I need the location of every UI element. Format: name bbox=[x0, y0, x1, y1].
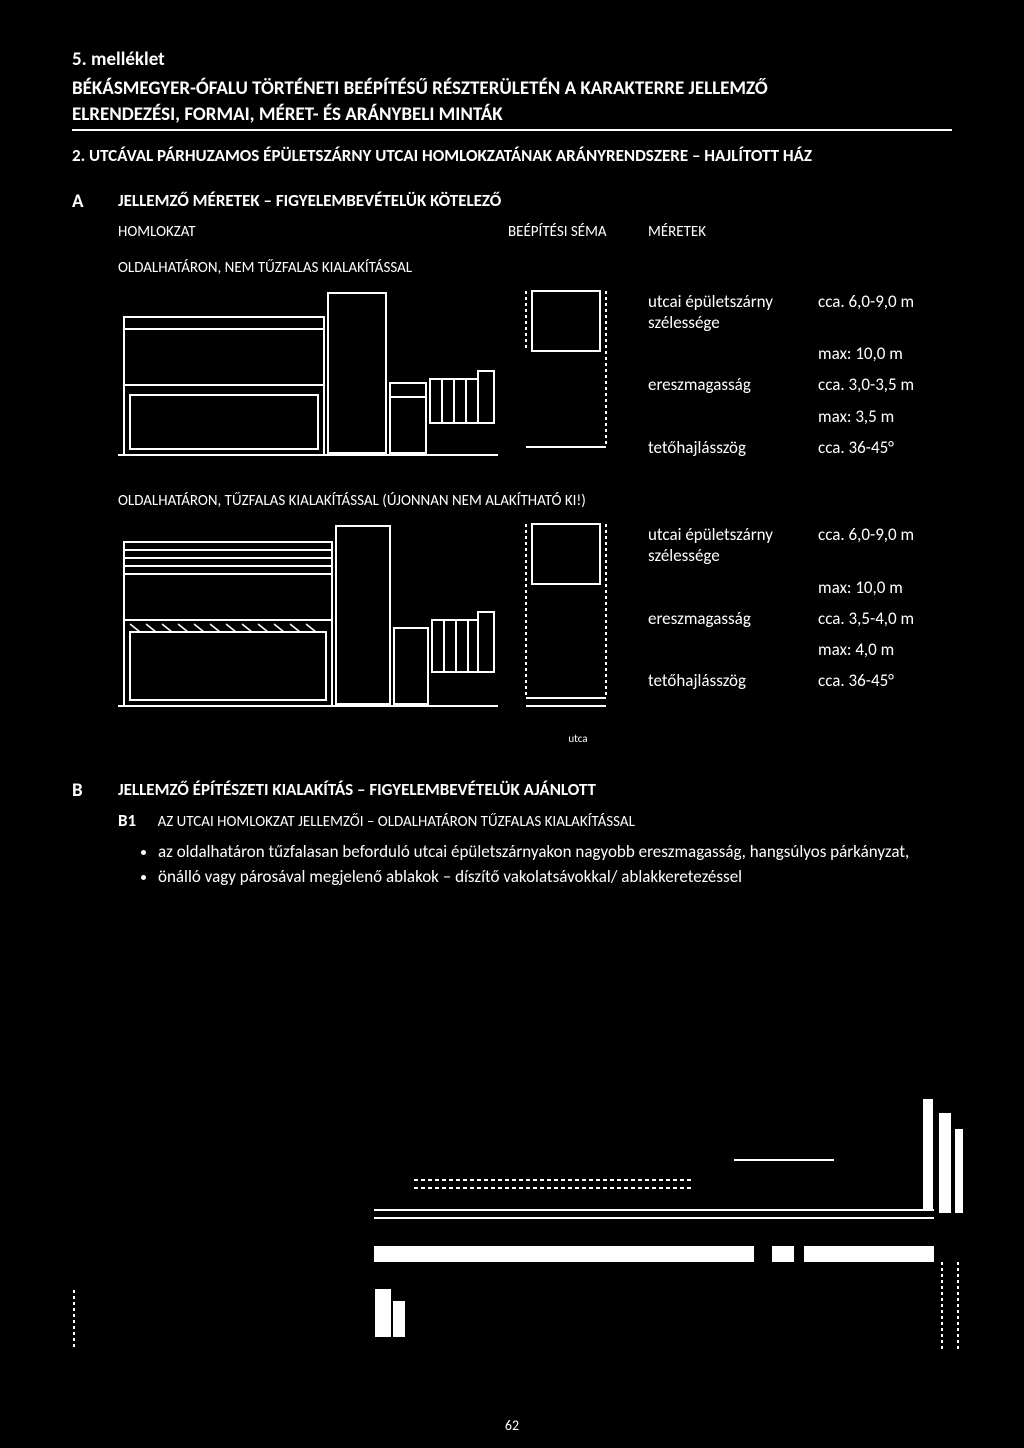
m1-r1b: cca. 6,0-9,0 m bbox=[818, 291, 958, 334]
m2-r2b: max: 10,0 m bbox=[818, 577, 958, 598]
title-underline bbox=[72, 129, 952, 131]
schema-diagram-1 bbox=[508, 287, 648, 457]
page-title-line1: BÉKÁSMEGYER-ÓFALU TÖRTÉNETI BEÉPÍTÉSŰ RÉ… bbox=[72, 77, 952, 101]
facade-diagram-2 bbox=[118, 520, 508, 710]
section-a-header: A JELLEMZŐ MÉRETEK – FIGYELEMBEVÉTELÜK K… bbox=[72, 190, 952, 213]
b1-line: B1 AZ UTCAI HOMLOKZAT JELLEMZŐI – OLDALH… bbox=[118, 810, 952, 831]
m1-r5a: tetőhajlásszög bbox=[648, 437, 818, 458]
facade-diagram-1 bbox=[118, 287, 508, 457]
m1-r2a bbox=[648, 343, 818, 364]
m2-r5a: tetőhajlásszög bbox=[648, 670, 818, 691]
metrics-2: utcai épületszárny szélessége cca. 6,0-9… bbox=[648, 524, 958, 692]
m1-r1a: utcai épületszárny szélessége bbox=[648, 291, 818, 334]
b1-text: AZ UTCAI HOMLOKZAT JELLEMZŐI – OLDALHATÁ… bbox=[158, 813, 635, 831]
schema-diagram-2: utca bbox=[508, 520, 648, 745]
section-b-letter: B bbox=[72, 779, 96, 802]
b1-bullets: az oldalhatáron tűzfalasan beforduló utc… bbox=[132, 841, 952, 887]
page-subtitle: 2. UTCÁVAL PÁRHUZAMOS ÉPÜLETSZÁRNY UTCAI… bbox=[72, 145, 952, 166]
section-b-header: B JELLEMZŐ ÉPÍTÉSZETI KIALAKÍTÁS – FIGYE… bbox=[72, 779, 952, 802]
m1-r2b: max: 10,0 m bbox=[818, 343, 958, 364]
m1-r3b: cca. 3,0-3,5 m bbox=[818, 374, 958, 395]
section-b-label: JELLEMZŐ ÉPÍTÉSZETI KIALAKÍTÁS – FIGYELE… bbox=[118, 779, 596, 800]
sub1-title: OLDALHATÁRON, NEM TŰZFALAS KIALAKÍTÁSSAL bbox=[118, 259, 952, 277]
section-a-letter: A bbox=[72, 190, 96, 213]
m1-r5b: cca. 36-45° bbox=[818, 437, 958, 458]
m2-r5b: cca. 36-45° bbox=[818, 670, 958, 691]
bullet-1: az oldalhatáron tűzfalasan beforduló utc… bbox=[158, 841, 952, 862]
m2-r2a bbox=[648, 577, 818, 598]
sub2-title: OLDALHATÁRON, TŰZFALAS KIALAKÍTÁSSAL (ÚJ… bbox=[118, 492, 952, 510]
block-2: utca utcai épületszárny szélessége cca. … bbox=[118, 520, 952, 745]
appendix-label: 5. melléklet bbox=[72, 48, 952, 71]
colhead-meretek: MÉRETEK bbox=[648, 223, 706, 241]
m2-r3b: cca. 3,5-4,0 m bbox=[818, 608, 958, 629]
m2-r4a bbox=[648, 639, 818, 660]
m1-r3a: ereszmagasság bbox=[648, 374, 818, 395]
b1-label: B1 bbox=[118, 810, 136, 831]
page-title-line2: ELRENDEZÉSI, FORMAI, MÉRET- ÉS ARÁNYBELI… bbox=[72, 103, 952, 127]
m2-r1b: cca. 6,0-9,0 m bbox=[818, 524, 958, 567]
m2-r1a: utcai épületszárny szélessége bbox=[648, 524, 818, 567]
colhead-sema: BEÉPÍTÉSI SÉMA bbox=[508, 223, 648, 241]
bottom-facade-sketches bbox=[72, 1090, 976, 1390]
utca-label: utca bbox=[508, 732, 648, 745]
column-headers: HOMLOKZAT BEÉPÍTÉSI SÉMA MÉRETEK bbox=[118, 223, 952, 241]
m2-r4b: max: 4,0 m bbox=[818, 639, 958, 660]
metrics-1: utcai épületszárny szélessége cca. 6,0-9… bbox=[648, 291, 958, 459]
page-number: 62 bbox=[0, 1417, 1024, 1434]
m1-r4a bbox=[648, 406, 818, 427]
bullet-2: önálló vagy párosával megjelenő ablakok … bbox=[158, 866, 952, 887]
section-a-label: JELLEMZŐ MÉRETEK – FIGYELEMBEVÉTELÜK KÖT… bbox=[118, 190, 501, 211]
m2-r3a: ereszmagasság bbox=[648, 608, 818, 629]
block-1: utcai épületszárny szélessége cca. 6,0-9… bbox=[118, 287, 952, 459]
colhead-homlokzat: HOMLOKZAT bbox=[118, 223, 508, 241]
m1-r4b: max: 3,5 m bbox=[818, 406, 958, 427]
